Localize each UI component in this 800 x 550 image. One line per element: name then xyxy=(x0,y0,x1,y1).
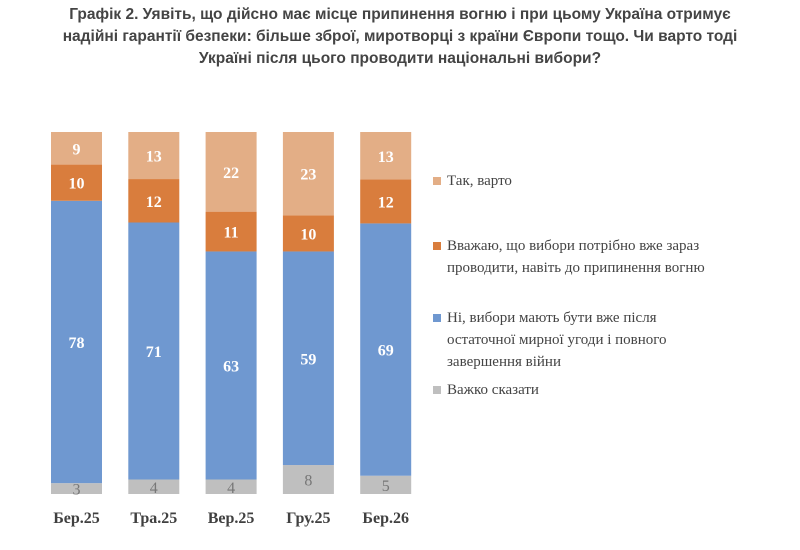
bar-segment xyxy=(282,215,334,252)
bar-segment xyxy=(360,223,412,476)
bar-segment xyxy=(205,211,257,252)
data-label: 78 xyxy=(69,335,85,352)
legend-label: остаточної мирної угоди і повного xyxy=(447,332,667,348)
legend-swatch xyxy=(433,177,441,185)
x-tick-label: Бер.26 xyxy=(362,510,409,527)
legend-label: проводити, навіть до припинення вогню xyxy=(447,260,705,276)
x-tick-label: Вер.25 xyxy=(208,510,255,527)
bar-segment xyxy=(282,465,334,494)
title-line: Графік 2. Уявіть, що дійсно має місце пр… xyxy=(69,6,731,23)
bar-segment xyxy=(51,200,102,484)
bar-segment xyxy=(360,475,412,494)
x-tick-label: Гру.25 xyxy=(286,510,330,527)
legend-item-after-war: Ні, вибори мають бути вже після остаточн… xyxy=(433,307,667,373)
bar-segment xyxy=(360,179,412,224)
bar-segment xyxy=(51,483,102,494)
bar-segment xyxy=(282,132,334,216)
bar-segment xyxy=(128,132,180,180)
data-label: 13 xyxy=(146,149,162,166)
data-label: 8 xyxy=(304,473,312,490)
data-label: 63 xyxy=(223,358,239,375)
legend-label: Так, варто xyxy=(447,173,512,189)
legend-label: завершення війни xyxy=(447,354,561,370)
title-line: Україні після цього проводити національн… xyxy=(198,50,602,67)
bar-segment xyxy=(128,479,180,494)
data-label: 12 xyxy=(378,194,394,211)
data-label: 23 xyxy=(300,167,316,184)
bar-segment xyxy=(51,164,102,201)
legend-item-hard-to-say: Важко сказати xyxy=(433,379,539,401)
bar-segment xyxy=(51,132,102,165)
bar-segment xyxy=(205,132,257,212)
legend-item-now: Вважаю, що вибори потрібно вже зараз про… xyxy=(433,235,705,279)
bar-segment xyxy=(128,222,180,480)
legend-label: Важко сказати xyxy=(447,382,539,398)
data-label: 9 xyxy=(73,141,81,158)
data-label: 10 xyxy=(69,176,85,193)
bar-segment xyxy=(205,251,257,480)
data-label: 59 xyxy=(300,351,316,368)
data-label: 5 xyxy=(382,478,390,495)
data-label: 10 xyxy=(300,226,316,243)
legend-swatch xyxy=(433,314,441,322)
data-label: 3 xyxy=(73,482,81,499)
x-tick-label: Тра.25 xyxy=(130,510,177,527)
title-line: надійні гарантії безпеки: більше зброї, … xyxy=(62,28,738,45)
data-label: 11 xyxy=(224,225,239,242)
data-label: 22 xyxy=(223,165,239,182)
data-label: 13 xyxy=(378,149,394,166)
data-label: 12 xyxy=(146,194,162,211)
legend-label: Ні, вибори мають бути вже після xyxy=(447,310,657,326)
data-label: 71 xyxy=(146,344,162,361)
legend-label: Вважаю, що вибори потрібно вже зараз xyxy=(447,238,700,254)
bar-segment xyxy=(360,132,412,180)
bar-segment xyxy=(282,251,334,466)
x-tick-label: Бер.25 xyxy=(53,510,100,527)
bar-segment xyxy=(128,179,180,223)
data-label: 69 xyxy=(378,343,394,360)
data-label: 4 xyxy=(150,480,158,497)
legend-item-yes: Так, варто xyxy=(433,170,512,192)
legend-swatch xyxy=(433,242,441,250)
chart-title: Графік 2. Уявіть, що дійсно має місце пр… xyxy=(20,4,780,70)
bar-segment xyxy=(205,479,257,494)
data-label: 4 xyxy=(227,480,235,497)
legend-swatch xyxy=(433,386,441,394)
